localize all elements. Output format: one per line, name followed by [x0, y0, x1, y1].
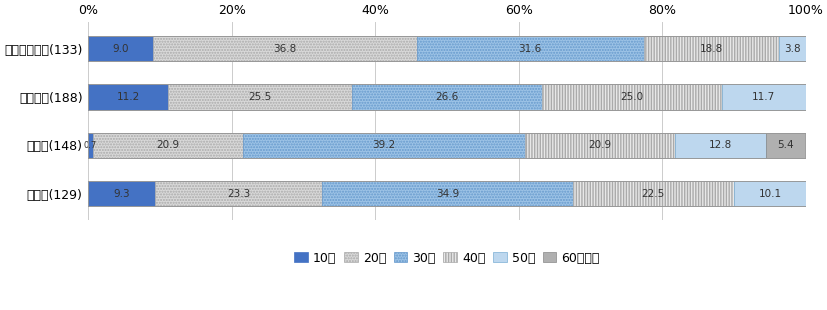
Bar	[88, 36, 805, 61]
Bar	[416, 36, 643, 61]
Bar	[351, 84, 542, 110]
Bar	[523, 133, 674, 158]
Text: 20.9: 20.9	[587, 140, 610, 150]
Bar	[572, 181, 734, 206]
Bar	[88, 84, 168, 110]
Bar	[168, 84, 351, 110]
Bar	[322, 181, 572, 206]
Bar	[643, 36, 777, 61]
Text: 3.8: 3.8	[783, 44, 800, 54]
Bar	[88, 133, 93, 158]
Text: 18.8: 18.8	[699, 44, 722, 54]
Text: 26.6: 26.6	[435, 92, 458, 102]
Text: 12.8: 12.8	[708, 140, 731, 150]
Text: 39.2: 39.2	[372, 140, 395, 150]
Bar	[155, 181, 322, 206]
Text: 0.7: 0.7	[84, 141, 97, 150]
Bar	[243, 133, 523, 158]
Bar	[88, 181, 155, 206]
Bar	[721, 84, 805, 110]
Bar	[766, 133, 804, 158]
Text: 9.0: 9.0	[112, 44, 128, 54]
Text: 23.3: 23.3	[227, 189, 250, 199]
Text: 36.8: 36.8	[273, 44, 296, 54]
Text: 10.1: 10.1	[758, 189, 781, 199]
Bar	[88, 133, 805, 158]
Bar	[674, 133, 766, 158]
Text: 20.9: 20.9	[156, 140, 179, 150]
Bar	[734, 181, 805, 206]
Bar	[88, 181, 805, 206]
Text: 5.4: 5.4	[777, 140, 793, 150]
Bar	[88, 36, 152, 61]
Bar	[88, 84, 805, 110]
Text: 34.9: 34.9	[435, 189, 458, 199]
Bar	[542, 84, 721, 110]
Legend: 10代, 20代, 30代, 40代, 50代, 60代以上: 10代, 20代, 30代, 40代, 50代, 60代以上	[289, 247, 604, 270]
Text: 25.5: 25.5	[248, 92, 271, 102]
Text: 9.3: 9.3	[113, 189, 130, 199]
Bar	[152, 36, 416, 61]
Bar	[777, 36, 805, 61]
Text: 25.0: 25.0	[620, 92, 643, 102]
Bar	[93, 133, 243, 158]
Text: 11.7: 11.7	[752, 92, 775, 102]
Text: 11.2: 11.2	[117, 92, 140, 102]
Text: 22.5: 22.5	[641, 189, 664, 199]
Text: 31.6: 31.6	[518, 44, 541, 54]
